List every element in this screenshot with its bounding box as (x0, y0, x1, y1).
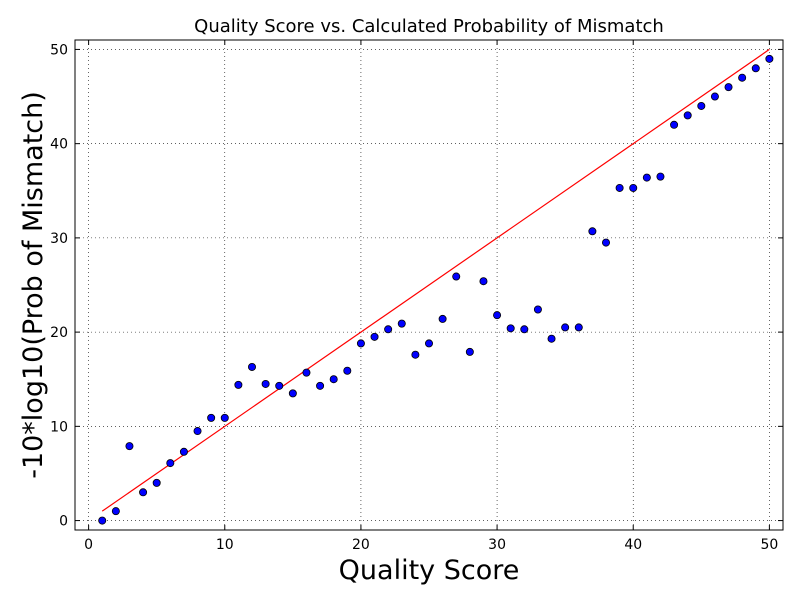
data-point (384, 325, 393, 334)
data-point (139, 488, 148, 497)
data-point (452, 272, 461, 281)
data-point (329, 375, 338, 384)
data-point (588, 227, 597, 236)
y-tick-label: 30 (50, 231, 68, 247)
data-point (520, 325, 529, 334)
x-axis-label: Quality Score (339, 555, 520, 586)
axis-ticks: 0 10 20 30 40 50 0 10 20 30 40 50 (50, 40, 783, 553)
data-point (642, 173, 651, 182)
data-point (111, 507, 120, 516)
data-point (765, 54, 774, 63)
data-point (370, 332, 379, 341)
data-point (343, 366, 352, 375)
data-point (533, 305, 542, 314)
data-point (152, 478, 161, 487)
x-tick-label: 0 (84, 537, 93, 553)
x-tick-label: 50 (760, 537, 778, 553)
data-point (207, 413, 216, 422)
data-point (179, 447, 188, 456)
data-point (465, 347, 474, 356)
y-tick-label: 0 (59, 514, 68, 530)
data-point (261, 379, 270, 388)
y-tick-label: 50 (50, 42, 68, 58)
data-point (424, 339, 433, 348)
data-point (506, 324, 515, 333)
data-point (125, 442, 134, 451)
data-point (683, 111, 692, 120)
data-point (574, 323, 583, 332)
data-point (288, 389, 297, 398)
data-point (397, 319, 406, 328)
data-point (724, 83, 733, 92)
x-tick-label: 10 (216, 537, 234, 553)
data-point (302, 368, 311, 377)
x-tick-label: 20 (352, 537, 370, 553)
data-point (411, 350, 420, 359)
data-point (547, 334, 556, 343)
data-point (738, 73, 747, 82)
data-point (697, 101, 706, 110)
ideal-line (101, 48, 770, 512)
data-point (656, 172, 665, 181)
data-point (479, 277, 488, 286)
data-point (234, 380, 243, 389)
data-point (561, 323, 570, 332)
y-tick-label: 10 (50, 419, 68, 435)
data-point (247, 362, 256, 371)
data-point (602, 238, 611, 247)
data-point (710, 92, 719, 101)
data-point (275, 381, 284, 390)
data-point (615, 183, 624, 192)
data-point (316, 381, 325, 390)
data-point (670, 120, 679, 129)
chart-title: Quality Score vs. Calculated Probability… (194, 16, 664, 37)
y-axis-label: -10*log10(Prob of Mismatch) (18, 91, 49, 479)
data-point (629, 183, 638, 192)
data-point (356, 339, 365, 348)
x-tick-label: 40 (624, 537, 642, 553)
data-point (193, 427, 202, 436)
data-point (751, 64, 760, 73)
grid (75, 40, 783, 530)
y-tick-label: 20 (50, 325, 68, 341)
x-tick-label: 30 (488, 537, 506, 553)
data-point (438, 314, 447, 323)
data-point (493, 311, 502, 320)
data-point (166, 459, 175, 468)
data-point (98, 516, 107, 525)
y-tick-label: 40 (50, 137, 68, 153)
ideal-line-layer (101, 48, 770, 512)
data-point (220, 413, 229, 422)
plot-frame (74, 39, 784, 531)
data-points (98, 54, 774, 525)
